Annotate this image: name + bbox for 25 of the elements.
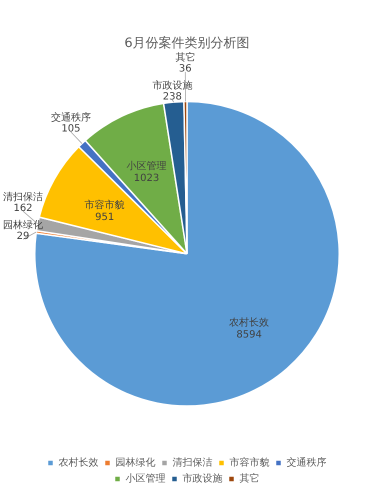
legend-label: 市政设施 <box>182 472 222 485</box>
slice-label: 园林绿化 <box>3 218 43 231</box>
slice-label: 其它 <box>175 51 196 64</box>
data-label: 951 <box>95 212 114 224</box>
legend-label: 园林绿化 <box>116 456 156 469</box>
legend-label: 小区管理 <box>126 472 166 485</box>
slice-label: 市政设施 <box>152 79 192 92</box>
legend-label: 农村长效 <box>58 456 98 469</box>
data-label: 238 <box>162 91 182 102</box>
slice-label: 小区管理 <box>126 160 167 172</box>
data-label: 29 <box>16 230 30 242</box>
slice-label: 农村长效 <box>229 316 270 329</box>
legend-label: 交通秩序 <box>286 456 326 469</box>
data-label: 1023 <box>134 173 160 184</box>
data-label: 105 <box>61 124 80 135</box>
data-label: 36 <box>178 63 192 74</box>
legend-label: 其它 <box>240 472 260 485</box>
slice-label: 清扫保洁 <box>3 190 43 203</box>
data-label: 162 <box>13 202 33 214</box>
legend-label: 市容市貌 <box>230 456 270 469</box>
legend-label: 清扫保洁 <box>172 456 212 469</box>
slice-label: 交通秩序 <box>50 112 91 124</box>
chart-title: 6月份案件类别分析图 <box>124 35 250 52</box>
slice-label: 市容市貌 <box>84 199 125 212</box>
data-label: 8594 <box>236 330 262 341</box>
